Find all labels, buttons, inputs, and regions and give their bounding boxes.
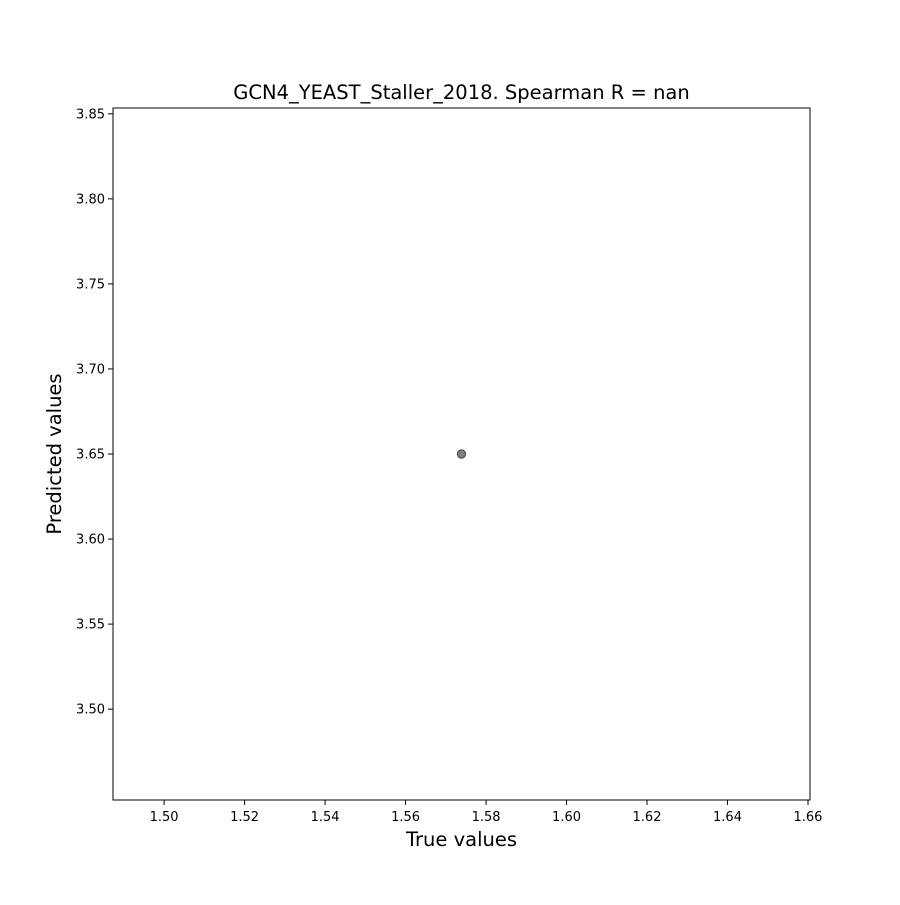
y-tick-label: 3.55 [76, 618, 105, 633]
y-tick-label: 3.80 [76, 192, 105, 207]
y-axis-ticks: 3.50 3.55 3.60 3.65 3.70 3.75 3.80 3.85 [76, 107, 113, 718]
x-tick-label: 1.58 [472, 810, 501, 825]
x-axis-label: True values [405, 828, 517, 851]
y-tick-label: 3.60 [76, 533, 105, 548]
chart-title: GCN4_YEAST_Staller_2018. Spearman R = na… [233, 81, 690, 104]
x-tick-label: 1.64 [713, 810, 742, 825]
y-axis-label: Predicted values [43, 373, 66, 534]
x-tick-label: 1.62 [633, 810, 662, 825]
x-axis-ticks: 1.50 1.52 1.54 1.56 1.58 1.60 1.62 1.64 1.66 [150, 800, 823, 825]
x-tick-label: 1.66 [794, 810, 823, 825]
x-tick-label: 1.50 [150, 810, 179, 825]
y-tick-label: 3.50 [76, 703, 105, 718]
y-tick-label: 3.75 [76, 277, 105, 292]
data-points [456, 449, 467, 459]
y-tick-label: 3.70 [76, 362, 105, 377]
x-tick-label: 1.54 [311, 810, 340, 825]
scatter-point [456, 449, 467, 459]
x-tick-label: 1.60 [552, 810, 581, 825]
y-tick-label: 3.65 [76, 448, 105, 463]
y-tick-label: 3.85 [76, 107, 105, 122]
x-tick-label: 1.52 [230, 810, 259, 825]
x-tick-label: 1.56 [391, 810, 420, 825]
